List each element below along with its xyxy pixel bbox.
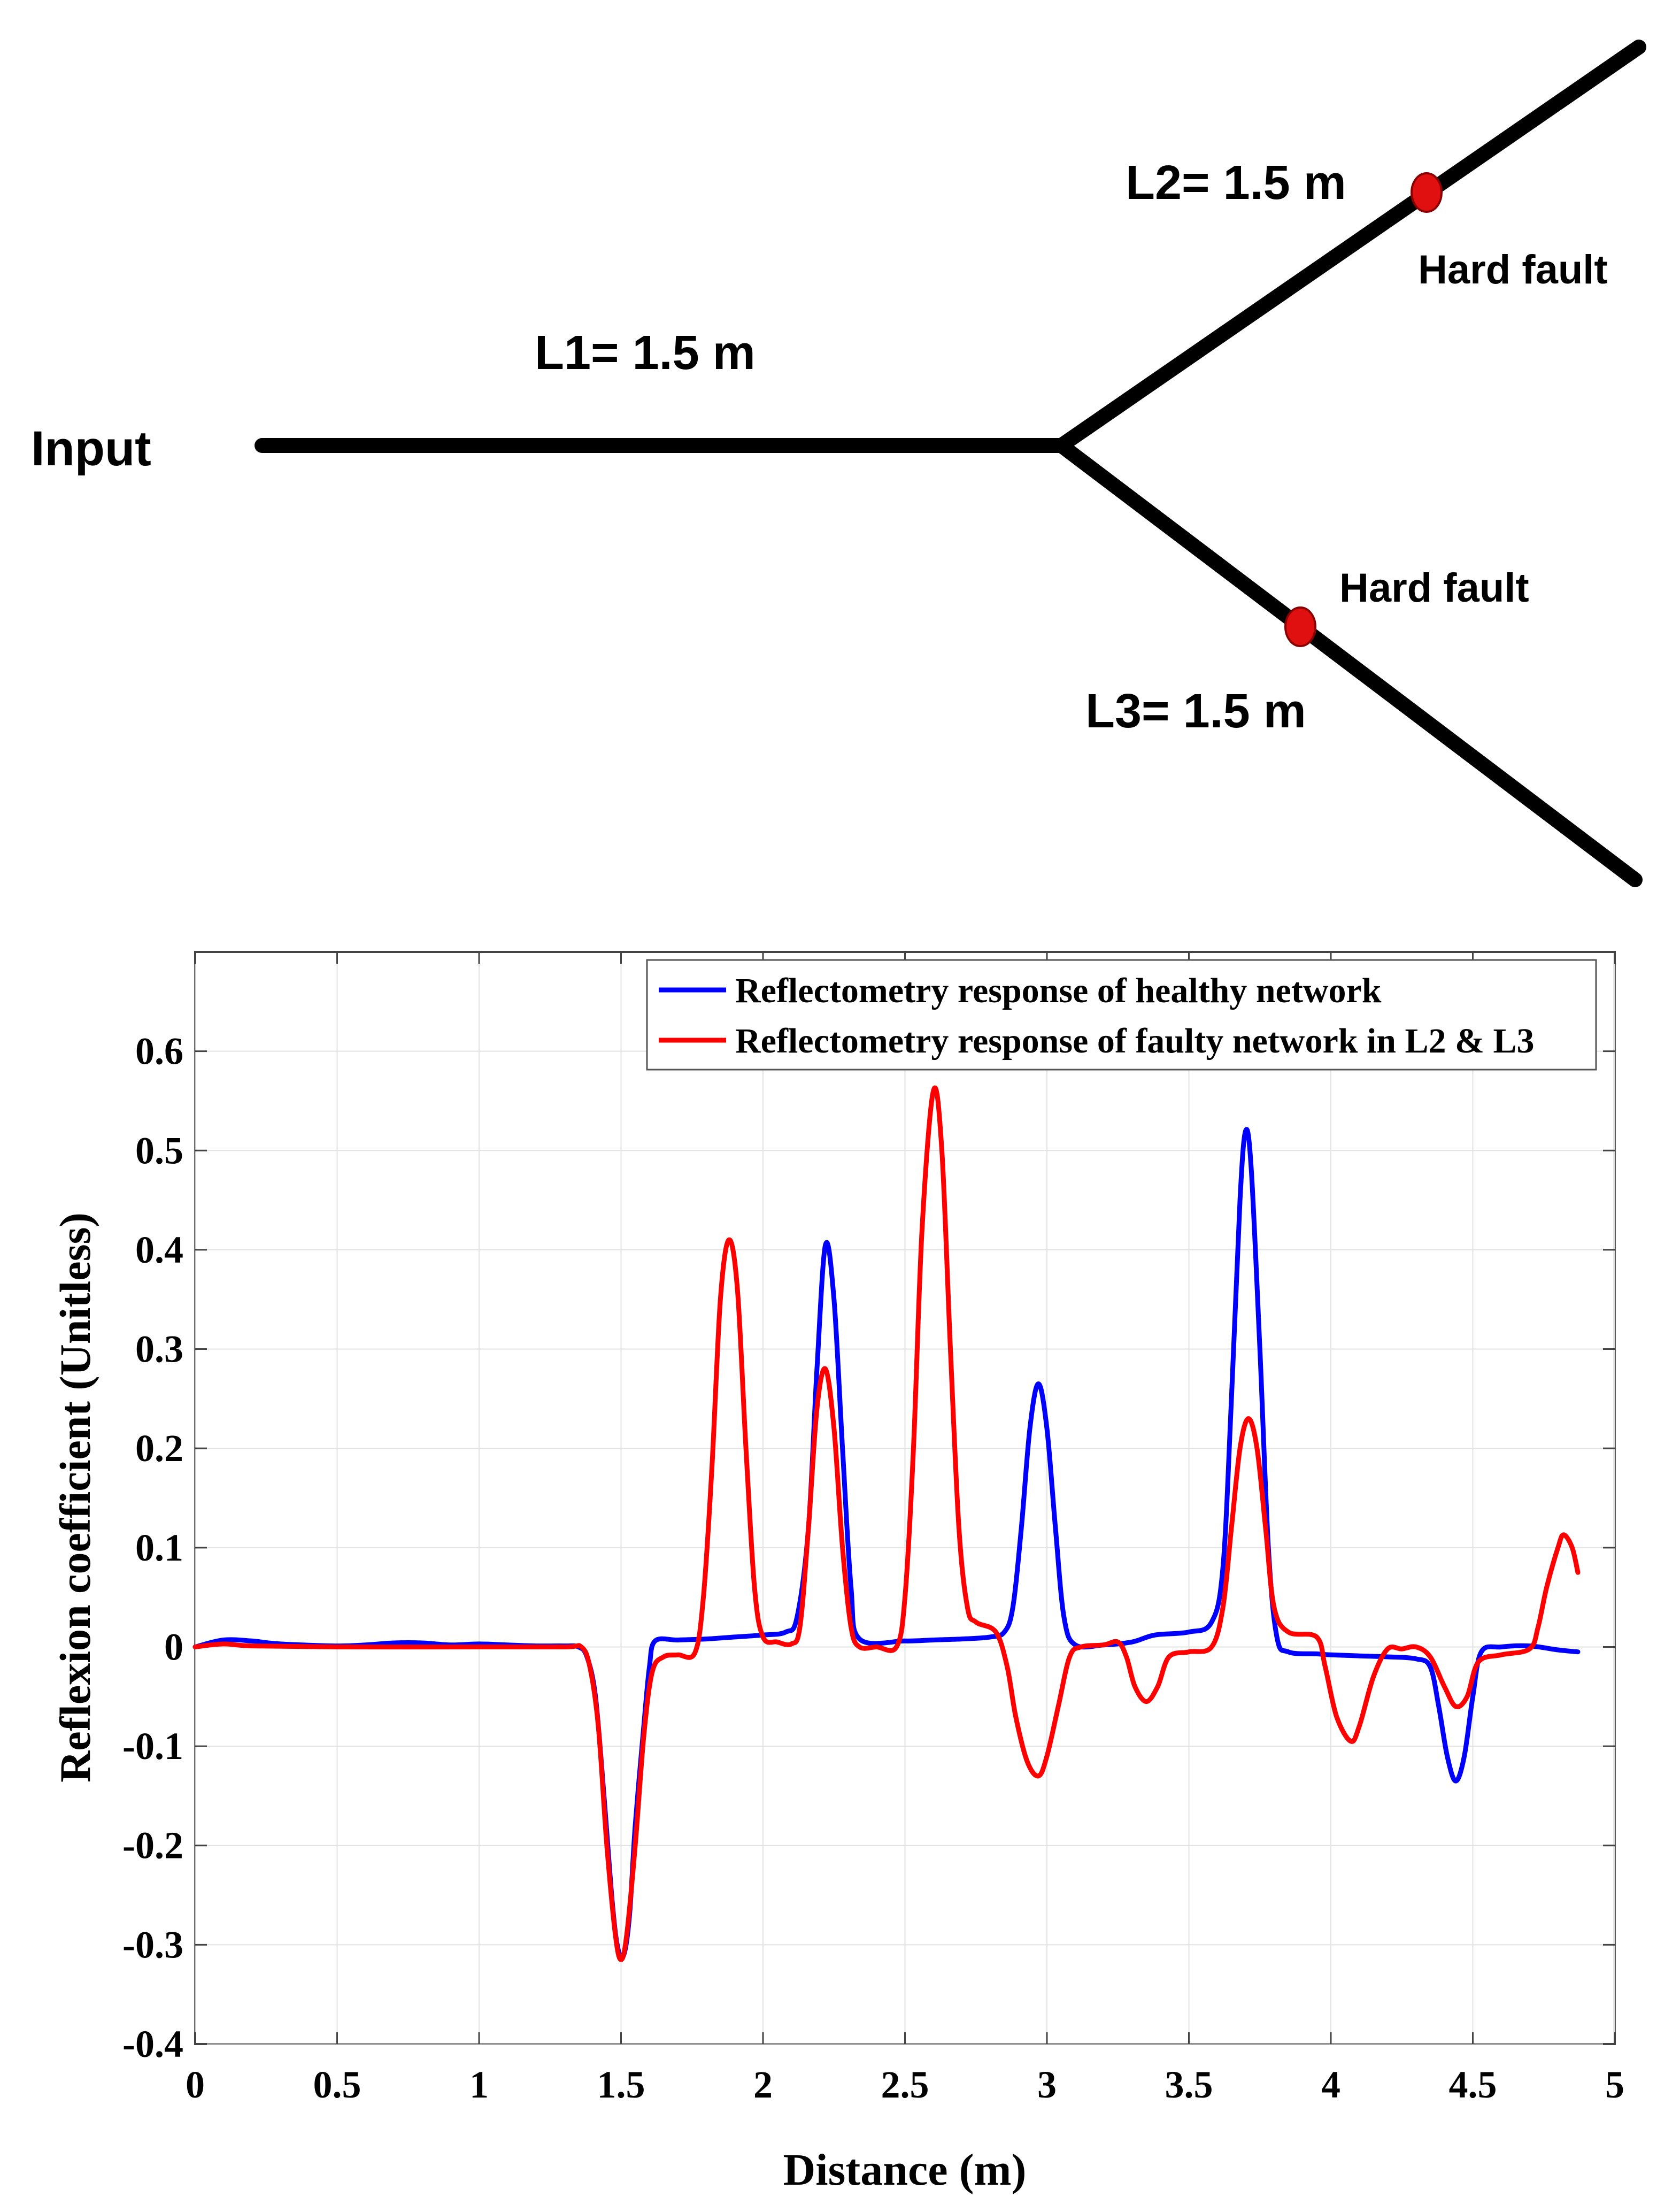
y-axis-label: Reflexion coefficient (Unitless): [51, 1212, 99, 1783]
legend: Reflectometry response of healthy networ…: [646, 959, 1597, 1071]
y-tick-labels: -0.4 -0.3 -0.2 -0.1 0 0.1 0.2 0.3 0.4 0.5 0.6: [122, 1030, 183, 2065]
reflectometry-chart: 0 0.5 1 1.5 2 2.5 3 3.5 4 4.5 5 -0.4-0.3-0.2-0.100…: [51, 951, 1624, 2195]
x-axis-label: Distance (m): [783, 2145, 1027, 2195]
fault-marker-l3: [1284, 606, 1316, 647]
y-tick-label: 0.5: [135, 1129, 183, 1172]
y-tick-label: -0.1: [122, 1725, 183, 1768]
input-label: Input: [31, 421, 151, 476]
x-tick-label: 2: [753, 2063, 773, 2106]
x-tick-label: 2.5: [881, 2063, 929, 2106]
legend-box: [646, 959, 1597, 1071]
x-tick-label: 3.5: [1165, 2063, 1213, 2106]
y-tick-label: 0: [164, 1625, 183, 1668]
y-tick-label: 0.4: [135, 1228, 183, 1271]
x-tick-label: 4.5: [1449, 2063, 1497, 2106]
y-tick-label: 0.3: [135, 1328, 183, 1371]
x-tick-labels: 0 0.5 1 1.5 2 2.5 3 3.5 4 4.5 5: [186, 2063, 1624, 2106]
y-tick-label: 0.6: [135, 1030, 183, 1073]
fault-label-l3: Hard fault: [1339, 565, 1529, 611]
grid: [195, 952, 1615, 2045]
axis-ticks: [194, 952, 1616, 2045]
legend-label-healthy: Reflectometry response of healthy networ…: [735, 971, 1382, 1010]
cable-l3: [1054, 438, 1643, 887]
x-tick-label: 5: [1605, 2063, 1624, 2106]
y-tick-label: 0.2: [135, 1427, 183, 1470]
network-diagram: Input L1= 1.5 m L2= 1.5 m L3= 1.5 m Hard…: [31, 40, 1646, 887]
x-tick-label: 0: [186, 2063, 205, 2106]
segment-label-l2: L2= 1.5 m: [1126, 156, 1346, 210]
legend-label-faulty: Reflectometry response of faulty network…: [735, 1021, 1535, 1061]
fault-label-l2: Hard fault: [1418, 247, 1608, 293]
segment-label-l3: L3= 1.5 m: [1085, 685, 1306, 738]
segment-label-l1: L1= 1.5 m: [535, 326, 756, 380]
series-group: [192, 1085, 1581, 1962]
x-tick-label: 1.5: [597, 2063, 645, 2106]
y-tick-label: -0.2: [122, 1824, 183, 1867]
fault-marker-l2: [1411, 172, 1443, 213]
x-tick-label: 4: [1321, 2063, 1340, 2106]
series-faulty-line: [192, 1085, 1581, 1962]
y-tick-label: -0.3: [122, 1923, 183, 1966]
cable-l2: [1054, 40, 1646, 453]
x-tick-label: 1: [469, 2063, 489, 2106]
x-tick-label: 3: [1037, 2063, 1057, 2106]
x-tick-label: 0.5: [313, 2063, 361, 2106]
y-tick-label: -0.4: [122, 2023, 183, 2065]
y-tick-label: 0.1: [135, 1526, 183, 1569]
